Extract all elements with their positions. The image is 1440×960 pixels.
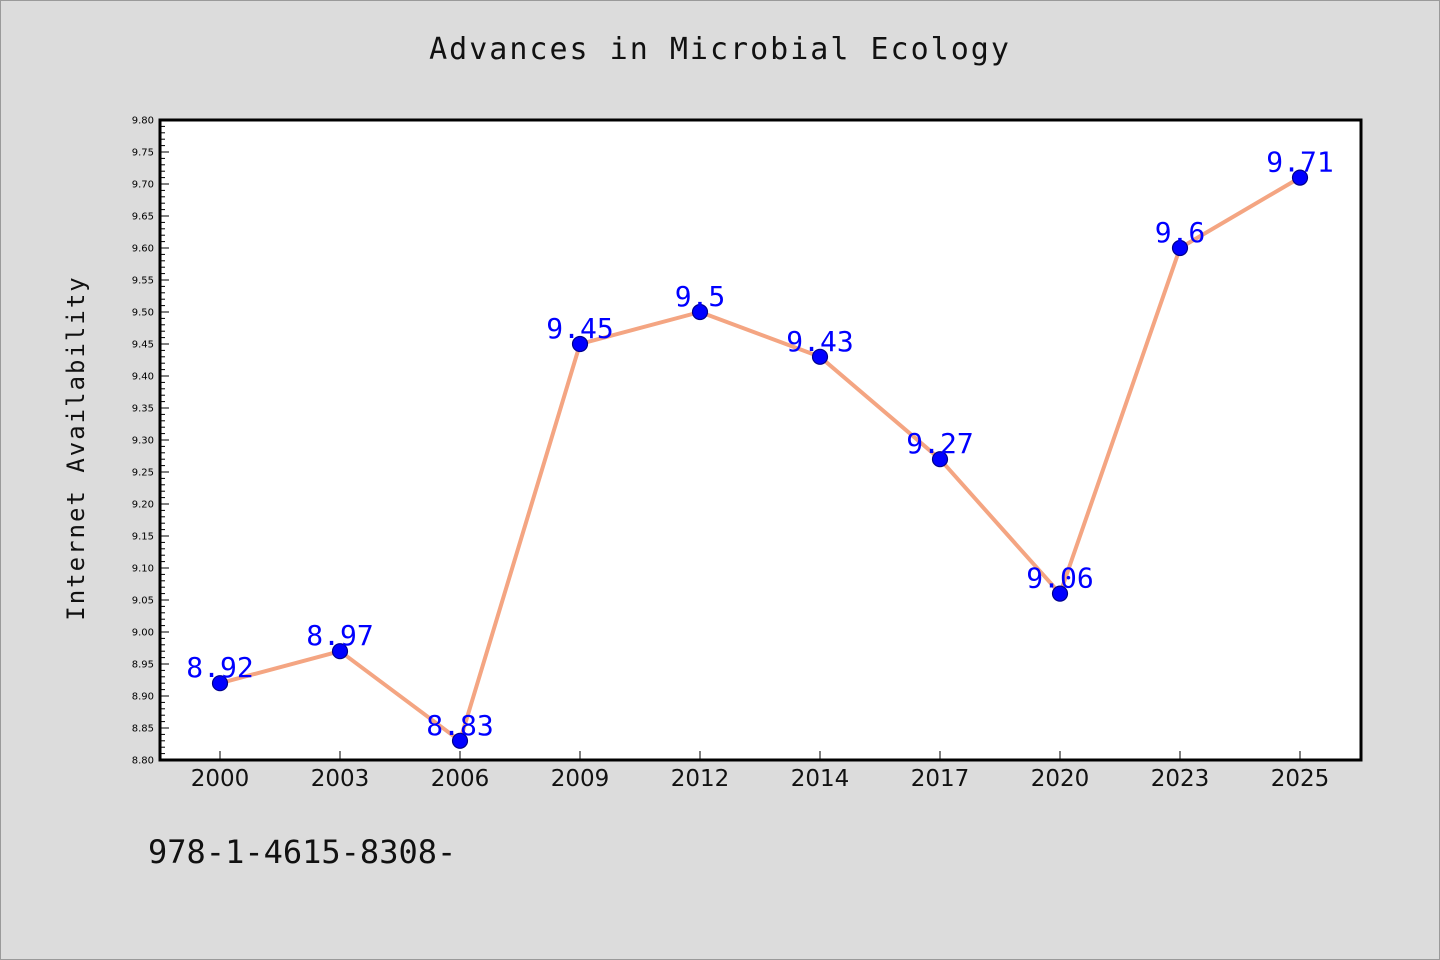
x-tick-label: 2006 [431,766,490,792]
chart-title: Advances in Microbial Ecology [429,32,1011,67]
y-tick-label: 9.05 [132,596,154,607]
footnote-text: 978-1-4615-8308- [148,833,457,871]
data-label: 9.43 [786,325,853,358]
x-tick-label: 2000 [191,766,250,792]
data-point [211,675,229,692]
data-label: 8.92 [186,651,253,684]
y-tick-label: 9.40 [132,372,154,383]
data-point [1171,239,1189,257]
data-labels: 8.92 8.97 8.83 9.45 9.5 9.43 9.27 9.06 9.6 9.71 [186,146,1333,742]
x-axis: 2000 2003 2006 2009 2012 2014 2017 2020 2023 2025 [191,751,1330,792]
y-tick-label: 9.30 [132,436,154,447]
plot-area [158,118,1363,762]
x-tick-label: 2017 [911,766,970,792]
data-point [931,451,949,468]
y-tick-label: 9.15 [132,532,154,543]
y-tick-label: 8.95 [132,660,154,671]
data-point [1291,169,1309,186]
x-tick-label: 2023 [1151,766,1210,792]
x-tick-label: 2014 [791,766,850,792]
y-tick-label: 8.80 [132,756,154,767]
y-tick-label: 9.25 [132,468,154,479]
x-tick-label: 2012 [671,766,730,792]
series-line [218,175,1302,743]
data-point [451,732,469,749]
data-point [331,643,349,660]
x-tick-label: 2025 [1271,766,1330,792]
y-tick-label: 9.60 [132,244,154,255]
y-tick-label: 9.80 [132,116,154,127]
y-tick-label: 9.35 [132,404,154,415]
data-point [1051,585,1069,602]
y-tick-label: 9.00 [132,628,154,639]
data-label: 9.27 [906,427,973,460]
y-axis: 8.80 8.85 8.90 8.95 9.00 9.05 9.10 9.15 9.20 9.25… [132,116,169,767]
x-tick-label: 2009 [551,766,610,792]
data-label: 9.45 [546,312,613,345]
data-point [691,303,709,321]
y-tick-label: 9.70 [132,180,154,191]
y-tick-label: 9.50 [132,308,154,319]
data-label: 9.06 [1026,562,1093,595]
x-tick-label: 2003 [311,766,370,792]
data-point [811,348,829,365]
data-label: 9.6 [1155,216,1206,249]
x-tick-label: 2020 [1031,766,1090,792]
y-tick-label: 9.75 [132,148,154,159]
data-label: 9.71 [1266,146,1333,179]
data-label: 8.97 [306,619,373,652]
y-tick-label: 9.20 [132,500,154,511]
data-point [571,335,589,353]
y-tick-label: 9.10 [132,564,154,575]
y-tick-label: 8.90 [132,692,154,703]
y-tick-label: 8.85 [132,724,154,735]
data-label: 9.5 [675,280,726,313]
y-tick-label: 9.45 [132,340,154,351]
series-group [211,169,1309,749]
y-tick-label: 9.55 [132,276,154,287]
data-label: 8.83 [426,709,493,742]
y-tick-label: 9.65 [132,212,154,223]
